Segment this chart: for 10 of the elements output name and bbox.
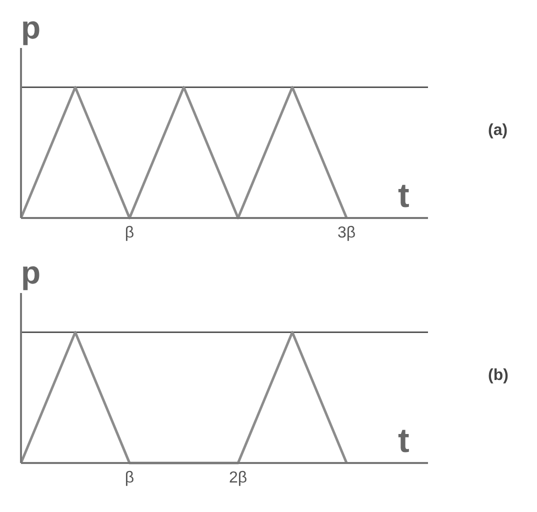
text: (a) <box>488 122 508 140</box>
x-tick-label: 3β <box>338 224 356 242</box>
y-axis-title: p <box>21 254 41 291</box>
y-axis-title: p <box>21 10 41 46</box>
x-axis-title: t <box>398 422 410 460</box>
x-tick-label: β <box>124 224 134 242</box>
x-axis-title: t <box>398 177 410 216</box>
x-tick-label: 2β <box>229 469 248 486</box>
text: (b) <box>488 366 508 384</box>
x-tick-label: β <box>124 469 134 486</box>
